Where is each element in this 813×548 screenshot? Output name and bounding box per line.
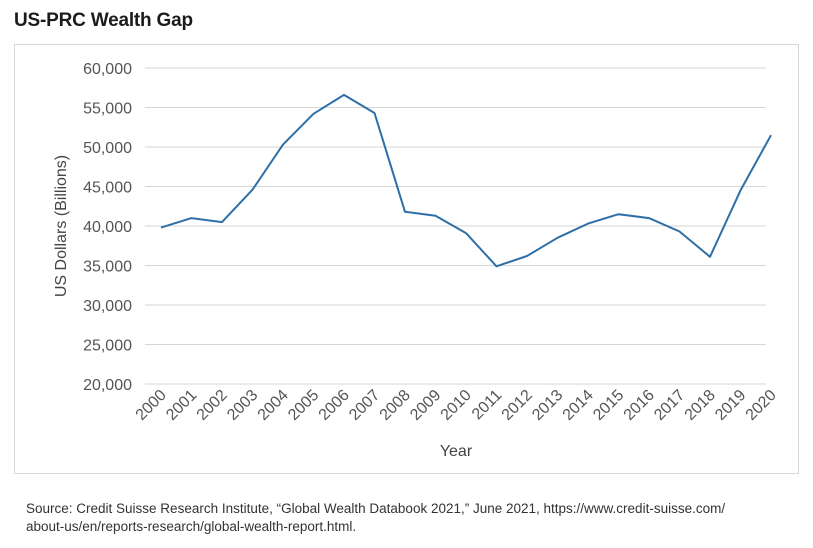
page-title: US-PRC Wealth Gap [14,10,193,31]
x-tick-label: 2020 [743,387,780,424]
x-tick-label: 2010 [438,387,475,424]
x-tick-label: 2006 [316,387,353,424]
y-tick-label: 20,000 [83,377,132,394]
x-tick-label: 2014 [560,387,597,424]
x-tick-label: 2018 [682,387,719,424]
x-tick-label: 2002 [194,387,231,424]
line-chart: 20,000 25,000 30,000 35,000 40,000 45,000 50,0… [53,61,780,460]
x-tick-label: 2005 [285,387,322,424]
x-tick-label: 2007 [346,387,383,424]
x-tick-label: 2004 [255,387,292,424]
x-tick-label: 2012 [499,387,536,424]
x-axis-title: Year [440,443,473,460]
x-tick-labels: 2000200120022003200420052006200720082009… [133,387,780,424]
x-tick-label: 2017 [651,387,688,424]
gridlines [145,67,766,385]
y-tick-label: 35,000 [83,259,132,276]
y-tick-label: 40,000 [83,219,132,236]
y-axis-title: US Dollars (Billions) [53,155,70,297]
x-tick-label: 2008 [377,387,414,424]
x-tick-label: 2019 [712,387,749,424]
x-tick-label: 2016 [621,387,658,424]
x-tick-label: 2009 [407,387,444,424]
y-tick-label: 45,000 [83,180,132,197]
series-line [160,93,772,268]
x-tick-label: 2000 [133,387,170,424]
y-tick-label: 50,000 [83,140,132,157]
x-tick-label: 2011 [469,387,505,423]
y-tick-labels: 20,000 25,000 30,000 35,000 40,000 45,000 50,0… [83,61,132,394]
source-line-2: about-us/en/reports-research/global-weal… [26,519,357,534]
x-tick-label: 2003 [224,387,261,424]
x-tick-label: 2015 [590,387,627,424]
y-tick-label: 55,000 [83,101,132,118]
y-tick-label: 30,000 [83,298,132,315]
x-tick-label: 2013 [529,387,566,424]
series-layer [160,93,772,268]
source-line-1: Source: Credit Suisse Research Institute… [26,501,726,516]
chart-frame [14,44,799,474]
x-tick-label: 2001 [163,387,200,424]
y-tick-label: 25,000 [83,338,132,355]
source-note: Source: Credit Suisse Research Institute… [26,500,801,536]
y-tick-label: 60,000 [83,61,132,78]
